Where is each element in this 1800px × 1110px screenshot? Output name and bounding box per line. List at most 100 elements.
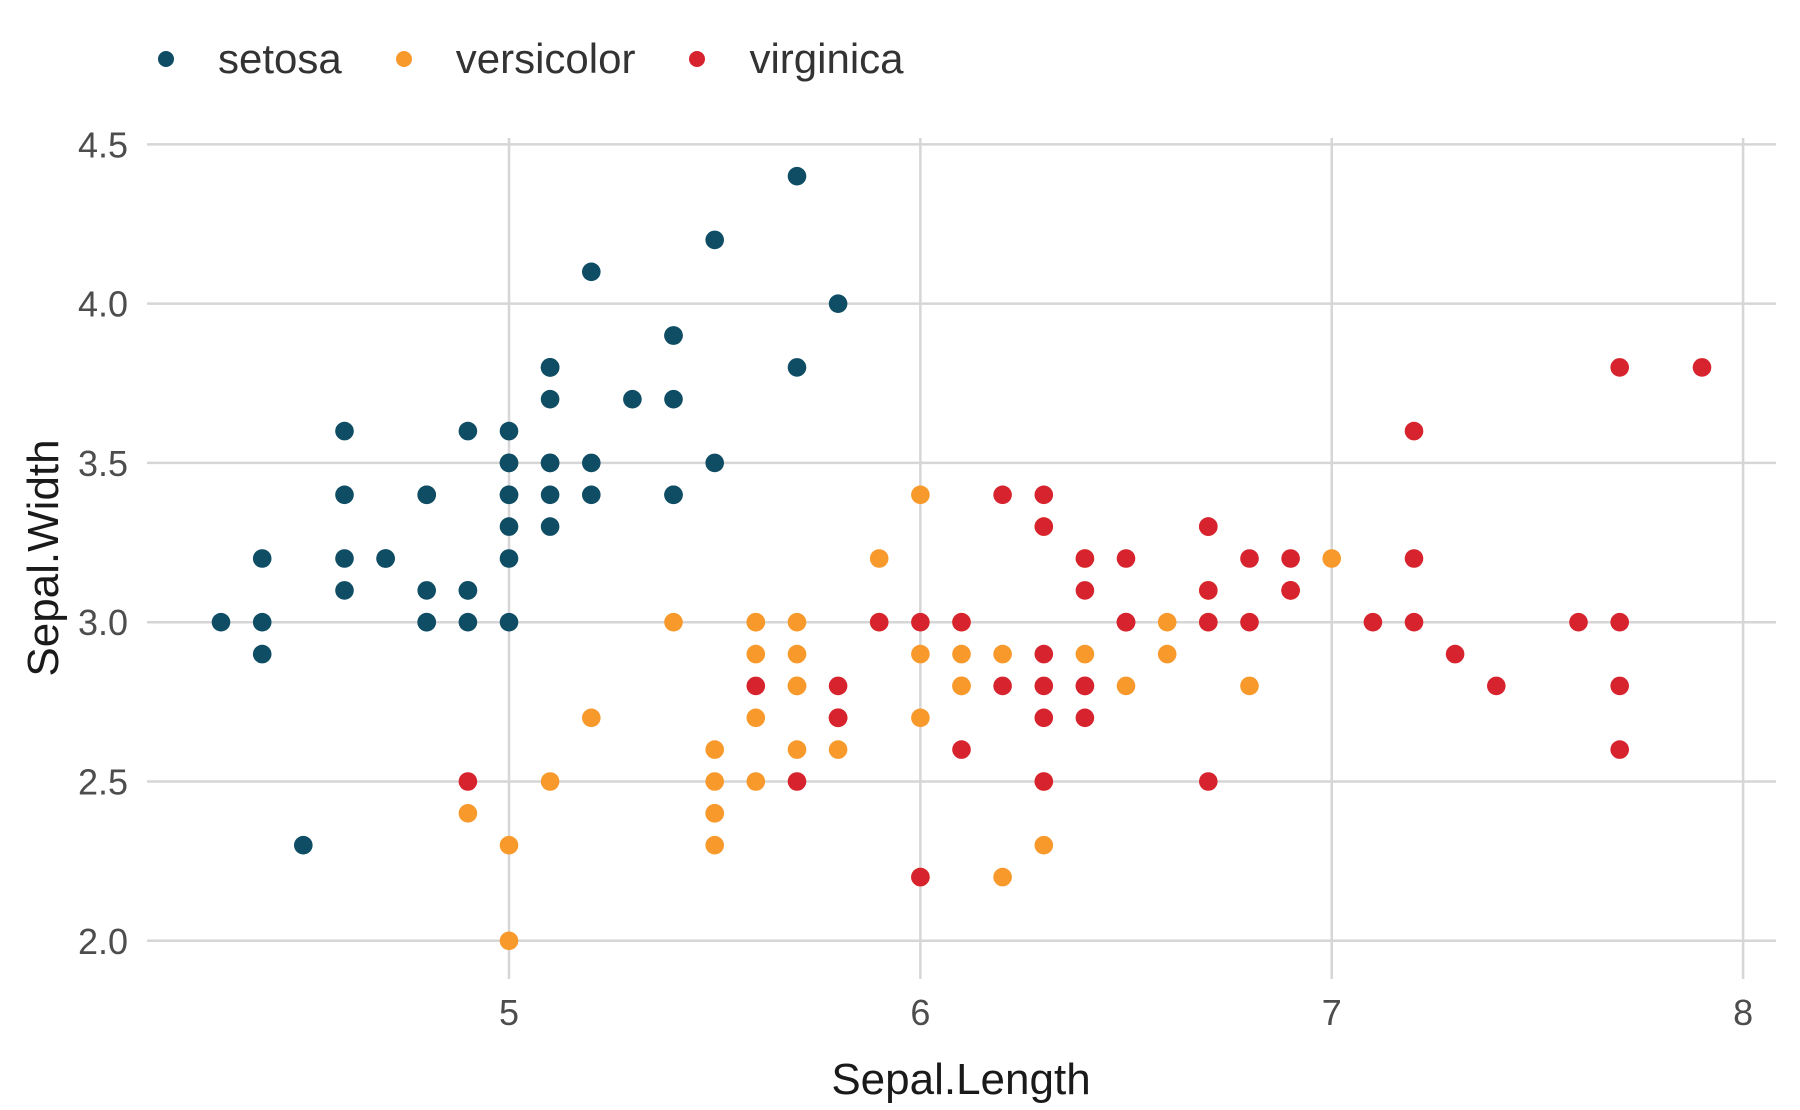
data-point-versicolor [787, 612, 807, 632]
data-point-virginica [993, 676, 1012, 696]
data-point-versicolor [787, 676, 807, 696]
data-point-virginica [1116, 612, 1136, 632]
data-point-versicolor [746, 772, 766, 791]
data-point-versicolor [1240, 676, 1259, 696]
data-point-setosa [540, 485, 560, 505]
data-point-versicolor [952, 676, 971, 696]
data-point-virginica [1034, 517, 1054, 536]
legend-marker-setosa-icon [158, 51, 174, 67]
data-point-versicolor [787, 740, 807, 759]
data-point-setosa [417, 581, 437, 600]
legend-item-virginica: virginica [689, 35, 904, 82]
data-point-versicolor [582, 708, 601, 728]
legend-item-setosa: setosa [158, 38, 342, 80]
data-point-versicolor [1075, 644, 1095, 664]
data-point-virginica [828, 676, 848, 696]
data-point-virginica [911, 867, 930, 887]
data-point-virginica [1199, 612, 1218, 632]
data-point-setosa [540, 358, 560, 377]
data-point-setosa [499, 517, 519, 536]
data-point-setosa [787, 358, 807, 377]
data-point-virginica [1404, 612, 1424, 632]
axis-tick-labels: 5 6 7 8 2.0 2.5 3.0 3.5 4.0 4.5 [78, 124, 1753, 1033]
data-point-setosa [828, 294, 848, 314]
data-point-versicolor [911, 644, 930, 664]
data-point-virginica [1034, 644, 1054, 664]
legend-label-setosa: setosa [218, 35, 342, 82]
data-point-versicolor [705, 740, 724, 759]
y-tick-label: 2.5 [78, 761, 128, 802]
legend-marker-versicolor-icon [395, 51, 412, 67]
x-axis-title: Sepal.Length [831, 1055, 1090, 1104]
data-point-versicolor [993, 644, 1012, 664]
data-point-versicolor [911, 485, 930, 505]
y-tick-label: 4.5 [78, 124, 128, 165]
data-point-versicolor [1157, 612, 1177, 632]
data-point-setosa [252, 549, 272, 568]
data-point-setosa [458, 612, 478, 632]
data-point-virginica [1199, 581, 1218, 600]
data-point-setosa [705, 230, 724, 250]
data-point-virginica [1034, 708, 1054, 728]
data-point-virginica [1034, 485, 1054, 505]
y-tick-label: 4.0 [78, 284, 128, 325]
data-point-virginica [1363, 612, 1383, 632]
legend-marker-virginica-icon [689, 51, 706, 67]
data-point-virginica [746, 676, 766, 696]
data-point-versicolor [746, 644, 766, 664]
data-point-versicolor [1116, 676, 1136, 696]
data-point-setosa [499, 453, 519, 473]
data-point-setosa [376, 549, 395, 568]
data-point-setosa [582, 262, 601, 282]
legend: setosa versicolor virginica [158, 30, 904, 88]
x-tick-label: 6 [910, 992, 930, 1033]
y-tick-label: 2.0 [78, 921, 128, 962]
legend-label-virginica: virginica [749, 35, 904, 82]
data-point-virginica [1445, 644, 1465, 664]
data-point-setosa [211, 612, 231, 632]
data-point-versicolor [787, 644, 807, 664]
data-point-versicolor [1322, 549, 1341, 568]
data-point-versicolor [1034, 835, 1054, 855]
data-point-versicolor [746, 708, 766, 728]
data-point-versicolor [499, 835, 519, 855]
data-point-virginica [1240, 549, 1259, 568]
data-point-virginica [828, 708, 848, 728]
data-point-versicolor [458, 804, 478, 823]
data-point-versicolor [952, 644, 971, 664]
data-point-versicolor [705, 772, 724, 791]
data-point-virginica [1199, 517, 1218, 536]
data-point-setosa [458, 421, 478, 441]
data-point-virginica [952, 740, 971, 759]
data-point-setosa [623, 389, 642, 409]
data-point-setosa [458, 581, 478, 600]
data-point-virginica [1240, 612, 1259, 632]
data-point-virginica [1075, 708, 1095, 728]
data-point-virginica [1487, 676, 1506, 696]
data-point-setosa [335, 549, 354, 568]
data-point-setosa [499, 421, 519, 441]
data-point-virginica [1610, 740, 1629, 759]
data-point-virginica [911, 612, 930, 632]
data-point-virginica [1281, 549, 1300, 568]
data-point-setosa [540, 389, 560, 409]
data-point-setosa [499, 485, 519, 505]
y-axis-title: Sepal.Width [19, 439, 68, 676]
data-point-virginica [1404, 421, 1424, 441]
data-point-setosa [499, 612, 519, 632]
data-points [211, 166, 1712, 951]
data-point-virginica [952, 612, 971, 632]
data-point-virginica [993, 485, 1012, 505]
data-point-virginica [1075, 676, 1095, 696]
data-point-versicolor [1157, 644, 1177, 664]
legend-label-versicolor: versicolor [455, 35, 636, 82]
data-point-versicolor [705, 835, 724, 855]
data-point-versicolor [705, 804, 724, 823]
data-point-virginica [1034, 676, 1054, 696]
x-tick-label: 5 [499, 992, 519, 1033]
data-point-setosa [540, 517, 560, 536]
data-point-virginica [787, 772, 807, 791]
data-point-versicolor [664, 612, 683, 632]
legend-item-versicolor: versicolor [395, 35, 636, 82]
